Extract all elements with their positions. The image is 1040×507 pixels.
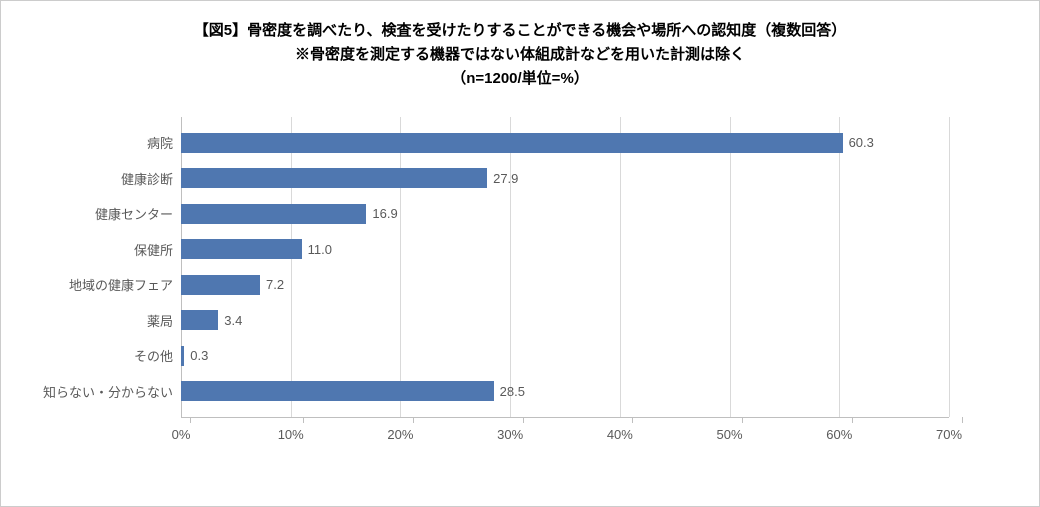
x-tick: 40% xyxy=(620,417,646,442)
bar xyxy=(181,204,366,224)
x-tick: 10% xyxy=(291,417,317,442)
x-tick-label: 40% xyxy=(607,427,633,442)
x-tick-label: 50% xyxy=(717,427,743,442)
bar-value-label: 16.9 xyxy=(372,206,397,221)
category-label: 病院 xyxy=(147,133,181,152)
chart-titles: 【図5】骨密度を調べたり、検査を受けたりすることができる機会や場所への認知度（複… xyxy=(31,19,1009,91)
x-tick-mark xyxy=(742,417,743,423)
bar-row: 地域の健康フェア7.2 xyxy=(181,267,949,303)
category-label: 薬局 xyxy=(147,311,181,330)
x-tick: 70% xyxy=(949,417,975,442)
x-tick-mark xyxy=(852,417,853,423)
x-axis: 0%10%20%30%40%50%60%70% xyxy=(181,417,949,457)
bar-row: 薬局3.4 xyxy=(181,303,949,339)
bar-value-label: 27.9 xyxy=(493,171,518,186)
bar xyxy=(181,275,260,295)
chart-title-line3: （n=1200/単位=%） xyxy=(31,67,1009,91)
bar xyxy=(181,133,843,153)
chart-title-line1: 【図5】骨密度を調べたり、検査を受けたりすることができる機会や場所への認知度（複… xyxy=(31,19,1009,43)
x-tick: 20% xyxy=(400,417,426,442)
bar xyxy=(181,239,302,259)
bar-row: 知らない・分からない28.5 xyxy=(181,374,949,410)
bar xyxy=(181,310,218,330)
category-label: 保健所 xyxy=(134,240,181,259)
bar-row: 病院60.3 xyxy=(181,125,949,161)
x-tick-mark xyxy=(962,417,963,423)
bars-group: 病院60.3健康診断27.9健康センター16.9保健所11.0地域の健康フェア7… xyxy=(181,125,949,409)
x-tick-label: 10% xyxy=(278,427,304,442)
x-tick-mark xyxy=(523,417,524,423)
x-tick: 50% xyxy=(730,417,756,442)
category-label: その他 xyxy=(134,346,181,365)
bar-row: 保健所11.0 xyxy=(181,232,949,268)
category-label: 地域の健康フェア xyxy=(69,275,181,294)
bar-value-label: 3.4 xyxy=(224,313,242,328)
category-label: 健康センター xyxy=(95,204,181,223)
x-tick-mark xyxy=(632,417,633,423)
x-tick-label: 30% xyxy=(497,427,523,442)
x-tick-mark xyxy=(413,417,414,423)
x-tick-mark xyxy=(303,417,304,423)
gridline xyxy=(949,117,950,417)
bar-value-label: 0.3 xyxy=(190,348,208,363)
x-tick-mark xyxy=(190,417,191,423)
bar-value-label: 60.3 xyxy=(849,135,874,150)
x-tick: 30% xyxy=(510,417,536,442)
bar xyxy=(181,168,487,188)
x-tick-label: 20% xyxy=(387,427,413,442)
bar-value-label: 11.0 xyxy=(308,242,332,257)
bar-row: その他0.3 xyxy=(181,338,949,374)
x-tick-label: 70% xyxy=(936,427,962,442)
x-tick-label: 0% xyxy=(172,427,191,442)
bar xyxy=(181,381,494,401)
x-tick: 0% xyxy=(181,417,200,442)
category-label: 健康診断 xyxy=(121,169,181,188)
category-label: 知らない・分からない xyxy=(43,382,181,401)
x-tick: 60% xyxy=(839,417,865,442)
x-tick-label: 60% xyxy=(826,427,852,442)
bar-value-label: 7.2 xyxy=(266,277,284,292)
bar xyxy=(181,346,184,366)
bar-value-label: 28.5 xyxy=(500,384,525,399)
plot-area: 病院60.3健康診断27.9健康センター16.9保健所11.0地域の健康フェア7… xyxy=(181,117,949,457)
chart-container: 【図5】骨密度を調べたり、検査を受けたりすることができる機会や場所への認知度（複… xyxy=(0,0,1040,507)
bar-row: 健康診断27.9 xyxy=(181,161,949,197)
chart-title-line2: ※骨密度を測定する機器ではない体組成計などを用いた計測は除く xyxy=(31,43,1009,67)
bar-row: 健康センター16.9 xyxy=(181,196,949,232)
